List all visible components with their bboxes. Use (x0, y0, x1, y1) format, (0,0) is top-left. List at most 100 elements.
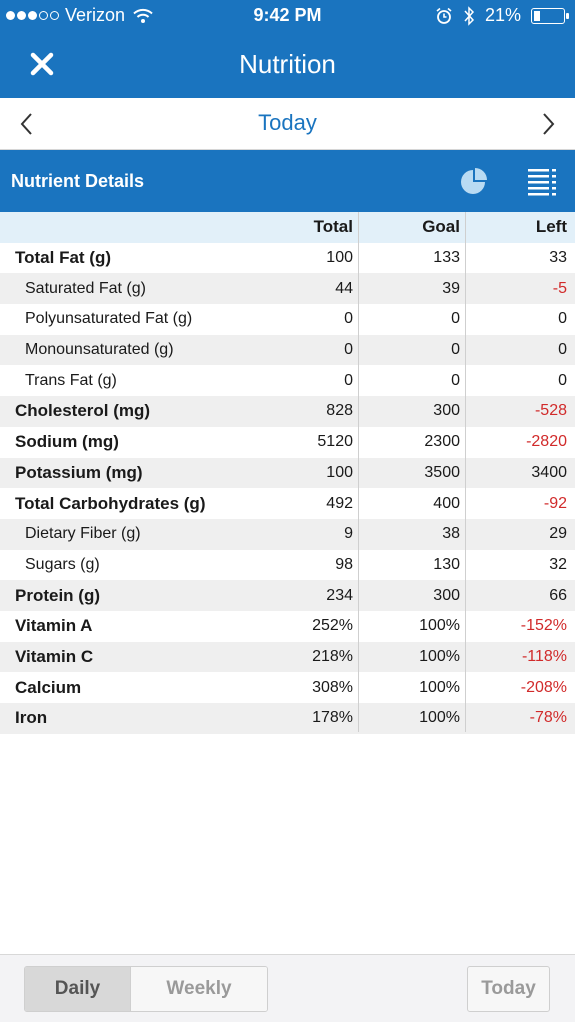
total-value: 0 (344, 310, 353, 328)
status-right: 21% (435, 5, 569, 26)
left-value: 32 (549, 555, 567, 573)
goal-value: 400 (433, 494, 460, 512)
carrier-label: Verizon (65, 5, 126, 25)
goal-value: 2300 (424, 433, 460, 451)
column-divider (358, 212, 359, 732)
left-value: 3400 (531, 463, 567, 481)
table-row: Protein (g) 234 300 66 (0, 580, 575, 611)
signal-icon (6, 11, 59, 20)
nutrient-name: Potassium (mg) (15, 462, 143, 482)
alarm-icon (436, 7, 452, 24)
bluetooth-icon (464, 5, 474, 26)
nutrient-name: Vitamin C (15, 646, 94, 666)
goal-value: 130 (433, 555, 460, 573)
left-value: -118% (521, 647, 567, 665)
nutrient-name: Calcium (15, 677, 82, 697)
column-header-goal: Goal (422, 217, 460, 237)
pie-chart-icon[interactable] (459, 166, 489, 196)
table-row: Vitamin A 252% 100% -152% (0, 610, 575, 642)
goal-value: 100% (419, 647, 460, 665)
left-value: 29 (549, 525, 567, 543)
weekly-tab[interactable]: Weekly (131, 967, 267, 1011)
date-label[interactable]: Today (258, 110, 317, 135)
nutrient-name: Dietary Fiber (g) (25, 525, 141, 543)
goal-value: 38 (442, 525, 460, 543)
total-value: 218% (312, 647, 353, 665)
left-value: 33 (549, 249, 567, 267)
section-title: Nutrient Details (11, 171, 145, 191)
total-value: 492 (326, 494, 353, 512)
left-value: -152% (520, 617, 567, 635)
today-button[interactable]: Today (467, 966, 550, 1012)
nutrient-name: Cholesterol (mg) (15, 401, 151, 421)
nutrient-name: Polyunsaturated Fat (g) (25, 310, 193, 328)
left-value: -2820 (526, 433, 567, 451)
left-value: -208% (520, 678, 567, 696)
chevron-right-icon[interactable] (533, 109, 563, 139)
goal-value: 300 (433, 402, 460, 420)
total-value: 9 (344, 525, 353, 543)
battery-icon (531, 7, 569, 24)
goal-value: 300 (433, 586, 460, 604)
table-row: Sugars (g) 98 130 32 (0, 549, 575, 581)
section-header: Nutrient Details (0, 150, 575, 212)
table-row: Dietary Fiber (g) 9 38 29 (0, 518, 575, 550)
total-value: 0 (344, 341, 353, 359)
nutrient-name: Saturated Fat (g) (25, 279, 146, 297)
column-divider (465, 212, 466, 732)
nutrient-name: Total Carbohydrates (g) (15, 493, 206, 513)
left-value: -528 (534, 402, 567, 420)
table-row: Iron 178% 100% -78% (0, 703, 575, 734)
table-row: Total Fat (g) 100 133 33 (0, 242, 575, 274)
wifi-icon (133, 8, 153, 23)
table-row: Potassium (mg) 100 3500 3400 (0, 457, 575, 489)
total-value: 44 (335, 279, 353, 297)
total-value: 828 (326, 402, 353, 420)
total-value: 178% (312, 709, 353, 727)
bottom-toolbar: Daily Weekly Today (0, 954, 575, 1022)
total-value: 100 (326, 463, 353, 481)
daily-tab[interactable]: Daily (25, 967, 131, 1011)
nutrient-name: Iron (15, 708, 48, 728)
total-value: 0 (344, 371, 353, 389)
total-value: 234 (326, 586, 353, 604)
goal-value: 100% (419, 709, 460, 727)
left-value: -5 (552, 279, 567, 297)
table-row: Sodium (mg) 5120 2300 -2820 (0, 426, 575, 458)
nav-bar: Nutrition (0, 32, 575, 98)
status-left: Verizon (6, 5, 153, 26)
list-icon[interactable] (526, 166, 558, 196)
table-header-row: Total Goal Left (0, 212, 575, 243)
left-value: 0 (558, 341, 567, 359)
nutrient-name: Vitamin A (15, 616, 93, 636)
table-row: Cholesterol (mg) 828 300 -528 (0, 396, 575, 427)
nutrient-name: Trans Fat (g) (25, 371, 117, 389)
total-value: 252% (312, 617, 353, 635)
table-row: Trans Fat (g) 0 0 0 (0, 365, 575, 397)
total-value: 5120 (317, 433, 353, 451)
table-row: Total Carbohydrates (g) 492 400 -92 (0, 488, 575, 519)
battery-percent: 21% (484, 5, 521, 25)
column-header-total: Total (313, 217, 353, 237)
total-value: 98 (335, 555, 353, 573)
table-row: Vitamin C 218% 100% -118% (0, 641, 575, 673)
nutrient-name: Protein (g) (15, 585, 100, 605)
table-row: Saturated Fat (g) 44 39 -5 (0, 273, 575, 305)
chevron-left-icon[interactable] (12, 109, 42, 139)
total-value: 308% (312, 678, 353, 696)
goal-value: 100% (419, 617, 460, 635)
goal-value: 133 (433, 249, 460, 267)
battery-level (534, 10, 540, 21)
table-row: Calcium 308% 100% -208% (0, 672, 575, 703)
status-bar: Verizon 9:42 PM 21% (0, 0, 575, 32)
goal-value: 0 (451, 310, 460, 328)
table-row: Polyunsaturated Fat (g) 0 0 0 (0, 304, 575, 335)
close-icon[interactable] (26, 48, 58, 80)
period-segmented-control: Daily Weekly (24, 966, 268, 1012)
left-value: 66 (549, 586, 567, 604)
left-value: -78% (529, 709, 567, 727)
total-value: 100 (326, 249, 353, 267)
nutrient-table: Total Goal Left Total Fat (g) 100 133 33 Sat… (0, 212, 575, 734)
table-row: Monounsaturated (g) 0 0 0 (0, 334, 575, 366)
nutrient-name: Monounsaturated (g) (25, 341, 174, 359)
